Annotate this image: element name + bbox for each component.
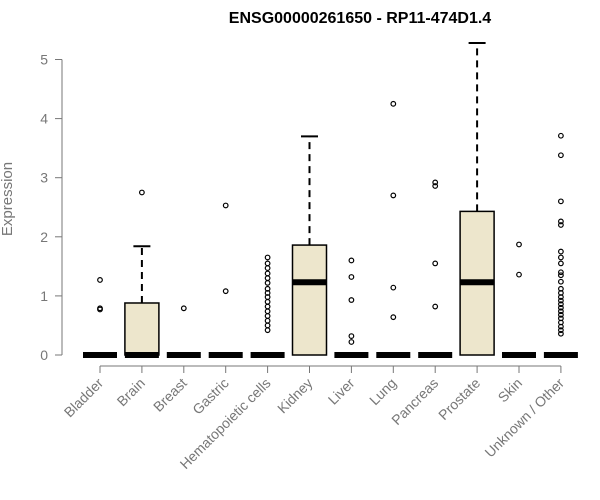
y-axis: 0 1 2 3 4 5 bbox=[40, 52, 63, 363]
x-tick-label: Kidney bbox=[274, 375, 316, 417]
box-group bbox=[543, 132, 578, 358]
outlier-point bbox=[264, 313, 271, 319]
y-axis-label: Expression bbox=[0, 162, 16, 236]
outlier-point bbox=[432, 260, 439, 267]
outlier-point bbox=[348, 257, 355, 264]
x-tick-label: Bladder bbox=[61, 375, 107, 421]
outlier-point bbox=[264, 322, 271, 329]
outlier-point bbox=[180, 305, 187, 312]
outlier-point bbox=[264, 308, 271, 315]
box-iqr bbox=[291, 244, 328, 356]
outlier-point bbox=[264, 298, 271, 305]
outlier-point bbox=[558, 269, 564, 276]
y-tick-label: 2 bbox=[40, 229, 48, 245]
outlier-point bbox=[558, 132, 564, 139]
outlier-point bbox=[264, 317, 271, 324]
x-tick-label: Prostate bbox=[435, 375, 483, 423]
outlier-point bbox=[432, 179, 439, 186]
x-tick-label: Pancreas bbox=[388, 375, 441, 428]
outlier-point bbox=[558, 294, 564, 300]
outlier-point bbox=[432, 183, 439, 189]
outlier-point bbox=[558, 278, 564, 285]
x-tick-label: Liver bbox=[325, 375, 358, 408]
outlier-point bbox=[390, 284, 397, 291]
outlier-point bbox=[348, 339, 355, 345]
outlier-point bbox=[348, 333, 355, 339]
y-tick-label: 4 bbox=[40, 111, 48, 127]
outlier-point bbox=[558, 248, 564, 255]
outlier-point bbox=[558, 222, 564, 228]
outlier-point bbox=[558, 304, 564, 311]
boxes-group bbox=[83, 41, 578, 358]
box-group bbox=[250, 254, 285, 358]
outlier-point bbox=[558, 301, 564, 308]
box-group bbox=[376, 100, 411, 358]
outlier-point bbox=[558, 152, 564, 159]
outlier-point bbox=[264, 254, 271, 261]
outlier-point bbox=[558, 311, 564, 318]
outlier-point bbox=[558, 308, 564, 315]
box-group bbox=[334, 257, 369, 358]
outlier-point bbox=[264, 265, 271, 272]
outlier-point bbox=[390, 314, 397, 321]
outlier-point bbox=[348, 274, 355, 280]
outlier-point bbox=[558, 327, 564, 334]
outlier-point bbox=[558, 218, 564, 225]
box-group bbox=[459, 41, 495, 356]
outlier-point bbox=[558, 254, 564, 261]
outlier-point bbox=[264, 260, 271, 267]
outlier-point bbox=[264, 275, 271, 282]
outlier-point bbox=[97, 277, 103, 283]
outlier-point bbox=[222, 202, 229, 209]
outlier-point bbox=[558, 272, 564, 279]
x-tick-label: Unknown / Other bbox=[481, 375, 567, 461]
outlier-point bbox=[558, 198, 564, 205]
y-tick-label: 1 bbox=[40, 288, 48, 304]
outlier-point bbox=[222, 288, 229, 295]
outlier-point bbox=[264, 270, 271, 277]
y-tick-label: 3 bbox=[40, 170, 48, 186]
y-tick-label: 0 bbox=[40, 347, 48, 363]
outlier-point bbox=[558, 297, 564, 304]
chart-title: ENSG00000261650 - RP11-474D1.4 bbox=[229, 10, 492, 27]
outlier-point bbox=[390, 100, 397, 107]
outlier-point bbox=[558, 323, 564, 330]
outlier-point bbox=[516, 241, 522, 248]
outlier-point bbox=[138, 189, 145, 196]
outlier-point bbox=[348, 297, 355, 303]
outlier-point bbox=[97, 306, 103, 313]
outlier-point bbox=[432, 303, 439, 310]
box-iqr bbox=[124, 302, 160, 356]
outlier-point bbox=[516, 271, 522, 278]
x-tick-label: Breast bbox=[150, 375, 190, 415]
outlier-point bbox=[264, 327, 271, 334]
box-group bbox=[418, 179, 453, 358]
box-group bbox=[291, 135, 328, 356]
x-tick-label: Lung bbox=[366, 375, 399, 408]
outlier-point bbox=[558, 330, 564, 337]
box-group bbox=[208, 202, 243, 358]
outlier-point bbox=[558, 260, 564, 267]
outlier-point bbox=[264, 303, 271, 310]
box-group bbox=[124, 189, 160, 358]
x-tick-label: Skin bbox=[495, 375, 526, 406]
outlier-point bbox=[390, 192, 397, 199]
box-group bbox=[83, 277, 117, 358]
y-tick-label: 5 bbox=[40, 52, 48, 68]
outlier-point bbox=[264, 279, 271, 286]
x-tick-label: Brain bbox=[114, 375, 148, 409]
box-group bbox=[502, 241, 536, 358]
box-group bbox=[166, 305, 201, 358]
